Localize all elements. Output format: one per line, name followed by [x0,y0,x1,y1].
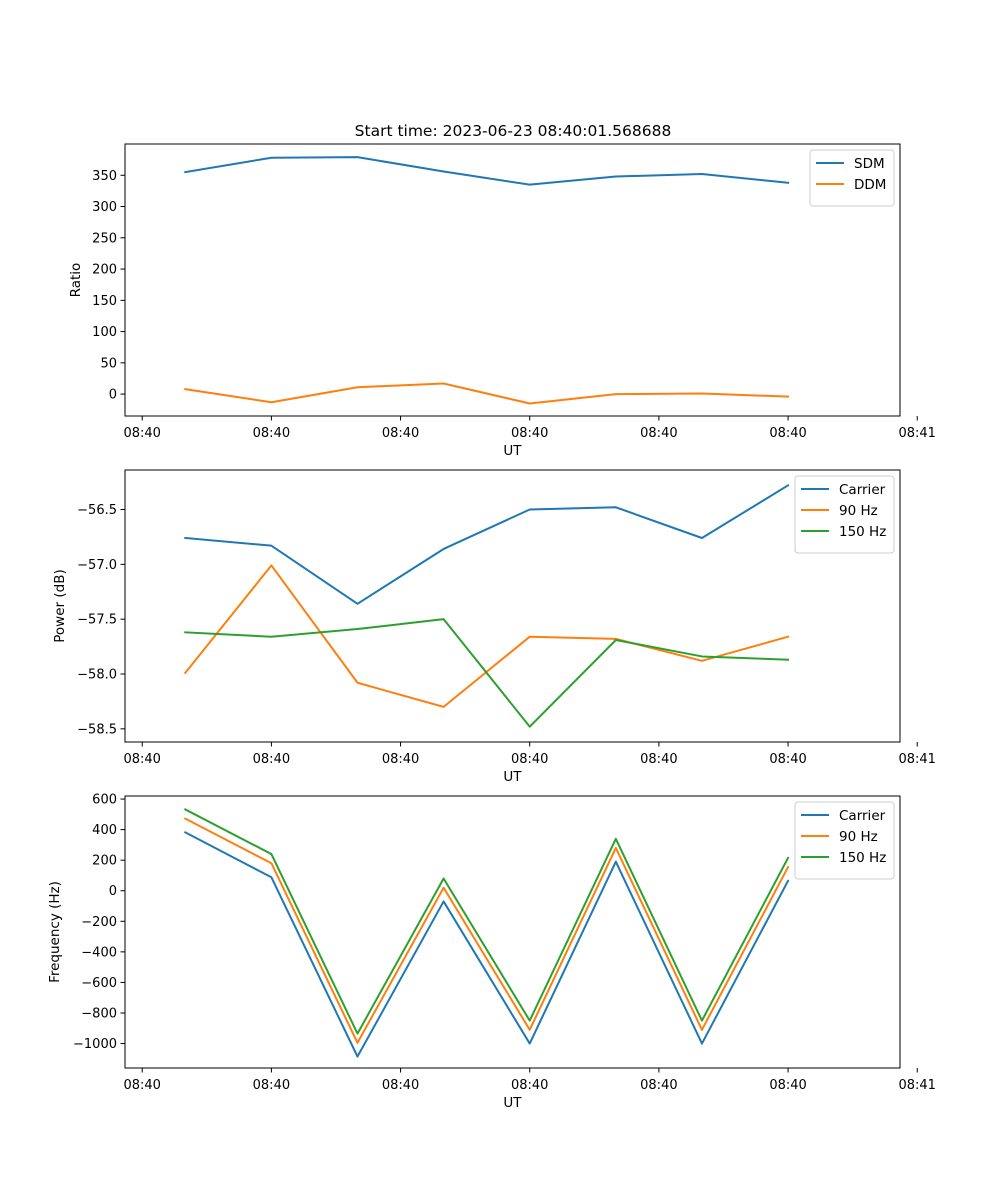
series-line-ddm [184,382,790,405]
legend-entry: 150 Hz [839,850,886,866]
legend-entry: 90 Hz [839,829,878,845]
legend: SDM DDM [809,149,895,207]
legend-entry: Carrier [839,482,886,498]
x-tick-label: 08:40 [382,752,419,767]
legend-box [794,801,895,880]
legend-entry: DDM [854,177,886,193]
x-tick-label: 08:40 [769,752,806,767]
y-tick-label: 250 [92,231,117,246]
x-tick-label: 08:40 [123,752,160,767]
y-tick-label: 100 [92,325,117,340]
x-tick-label: 08:41 [898,752,935,767]
legend-entry: SDM [854,156,885,172]
x-tick-label: 08:41 [898,426,935,441]
series-line-90-hz [183,817,790,1044]
legend: Carrier 90 Hz 150 Hz [794,475,895,554]
x-axis-label: UT [503,1095,522,1111]
x-tick-label: 08:40 [640,752,677,767]
x-tick-label: 08:41 [898,1078,935,1093]
y-tick-label: −600 [81,976,117,991]
series-line-carrier [183,831,790,1058]
chart-1: 08:40 08:40 08:40 08:40 08:40 08:40 08:41 0 50 10… [68,143,936,459]
x-tick-label: 08:40 [640,426,677,441]
y-tick-label: −56.5 [77,503,117,518]
y-tick-label: −400 [81,945,117,960]
x-tick-label: 08:40 [123,1078,160,1093]
figure-title: Start time: 2023-06-23 08:40:01.568688 [355,122,672,140]
x-tick-label: 08:40 [253,426,290,441]
y-axis-label: Frequency (Hz) [47,881,63,983]
panels: 08:40 08:40 08:40 08:40 08:40 08:40 08:41 0 50 10… [47,143,936,1111]
x-tick-label: 08:40 [769,1078,806,1093]
y-tick-label: −200 [81,915,117,930]
x-tick-label: 08:40 [253,752,290,767]
axes-frame [124,795,901,1069]
y-tick-label: −1000 [73,1037,117,1052]
y-tick-label: 150 [92,294,117,309]
y-tick-label: 200 [92,263,117,278]
y-tick-label: −57.0 [77,558,117,573]
y-tick-label: 0 [109,884,117,899]
y-tick-label: −58.0 [77,668,117,683]
axes-frame [124,143,901,417]
y-axis-label: Power (dB) [52,569,68,642]
x-tick-label: 08:40 [511,1078,548,1093]
y-tick-label: 350 [92,169,117,184]
chart-2: 08:40 08:40 08:40 08:40 08:40 08:40 08:41 −58.5… [52,469,936,785]
y-tick-label: −58.5 [77,722,117,737]
x-tick-label: 08:40 [511,752,548,767]
legend-entry: Carrier [839,808,886,824]
x-axis-label: UT [503,443,522,459]
x-tick-label: 08:40 [769,426,806,441]
series-line-150-hz [184,618,790,728]
y-tick-label: 50 [100,356,117,371]
x-tick-label: 08:40 [382,426,419,441]
chart-3: 08:40 08:40 08:40 08:40 08:40 08:40 08:41 −1000… [47,793,936,1111]
y-tick-label: −800 [81,1006,117,1021]
axes-frame [124,469,901,743]
y-tick-label: −57.5 [77,613,117,628]
x-tick-label: 08:40 [382,1078,419,1093]
legend-entry: 150 Hz [839,524,886,540]
x-tick-label: 08:40 [123,426,160,441]
series-line-sdm [184,156,790,186]
x-tick-label: 08:40 [511,426,548,441]
y-axis-label: Ratio [68,263,84,298]
x-axis-label: UT [503,769,522,785]
y-tick-label: 400 [92,823,117,838]
y-tick-label: 600 [92,793,117,808]
series-line-150-hz [183,808,790,1035]
y-tick-label: 300 [92,200,117,215]
legend-entry: 90 Hz [839,503,878,519]
y-tick-label: 0 [109,388,117,403]
x-tick-label: 08:40 [640,1078,677,1093]
legend-box [794,475,895,554]
y-tick-label: 200 [92,854,117,869]
x-tick-label: 08:40 [253,1078,290,1093]
legend: Carrier 90 Hz 150 Hz [794,801,895,880]
series-line-carrier [184,483,790,605]
